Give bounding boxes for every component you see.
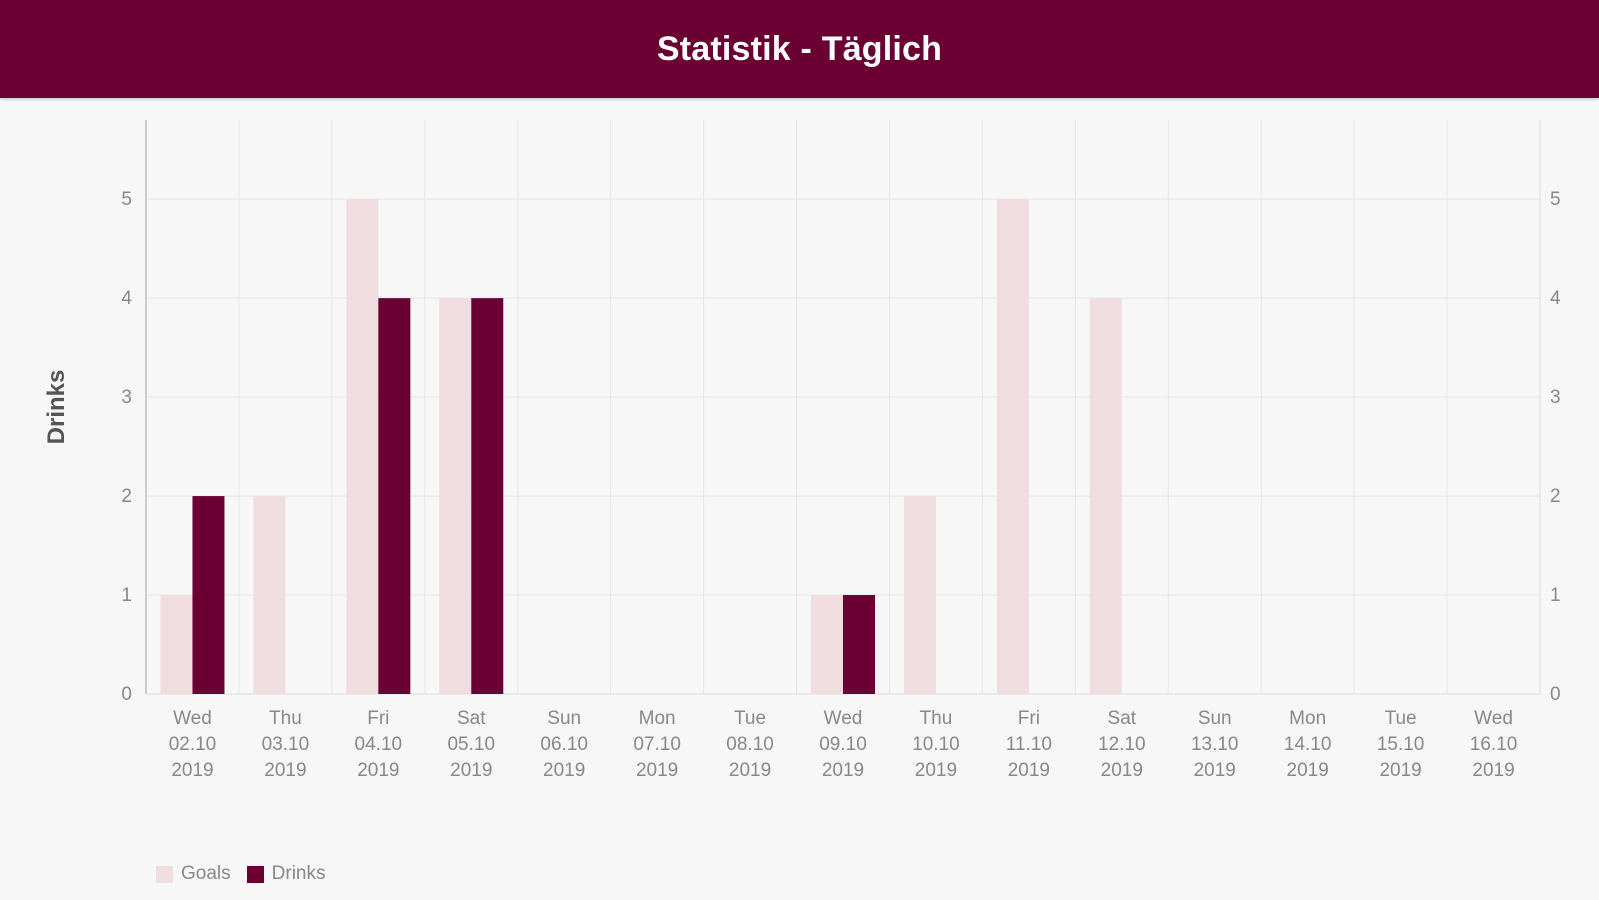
daily-chart: 0 0 1 1 2 2 3 3 4 4 5 5 Drinks Wed 02.10 2019 Thu 03.10 20… (43, 120, 1561, 781)
y-tick-label-right: 2 (1550, 486, 1561, 507)
legend-label-goals: Goals (181, 863, 231, 884)
bar-drinks (192, 496, 225, 694)
bar-goals (811, 595, 843, 694)
x-tick-label: 2019 (822, 760, 864, 781)
legend-swatch-drinks (246, 865, 264, 883)
y-tick-label-left: 1 (121, 585, 132, 606)
x-tick-label: Thu (920, 708, 953, 729)
legend-label-drinks: Drinks (271, 863, 326, 884)
y-tick-label-left: 2 (121, 486, 132, 507)
y-tick-label-right: 3 (1550, 387, 1561, 408)
x-tick-label: Mon (639, 708, 676, 729)
bar-drinks (843, 595, 875, 694)
x-tick-label: 2019 (1008, 760, 1050, 781)
chart-legend: Goals Drinks (156, 862, 325, 886)
x-tick-label: 08.10 (726, 734, 774, 755)
x-tick-label: 2019 (543, 760, 585, 781)
x-tick-label: 15.10 (1377, 734, 1425, 755)
x-tick-label: Sun (1198, 708, 1232, 729)
bar-goals (903, 496, 936, 694)
x-tick-label: 2019 (915, 760, 957, 781)
x-tick-label: 2019 (729, 760, 771, 781)
legend-item-drinks: Drinks (246, 863, 326, 885)
page-title: Statistik - Täglich (656, 29, 943, 68)
x-tick-label: Sun (547, 708, 581, 729)
x-tick-label: 2019 (171, 760, 213, 781)
bar-goals (996, 199, 1029, 694)
x-tick-label: 2019 (1101, 760, 1143, 781)
y-tick-label-right: 1 (1550, 585, 1561, 606)
x-tick-label: 03.10 (262, 734, 310, 755)
app-header: Statistik - Täglich (0, 0, 1599, 98)
y-tick-label-left: 5 (121, 189, 132, 210)
bar-goals (346, 199, 379, 694)
x-tick-label: 09.10 (819, 734, 867, 755)
bar-drinks (471, 298, 504, 694)
bar-goals (439, 298, 472, 694)
x-tick-label: 05.10 (447, 734, 495, 755)
bar-goals (253, 496, 286, 694)
x-tick-label: 04.10 (355, 734, 403, 755)
legend-swatch-goals (156, 865, 173, 883)
x-tick-label: Tue (734, 708, 766, 729)
x-tick-label: 2019 (1287, 760, 1329, 781)
x-tick-label: Wed (173, 708, 212, 729)
x-tick-label: Wed (1474, 708, 1513, 729)
y-tick-label-left: 4 (121, 288, 132, 309)
x-tick-label: Wed (824, 708, 863, 729)
y-tick-label-right: 0 (1550, 684, 1561, 705)
x-tick-label: Sat (457, 708, 486, 729)
x-tick-label: Fri (1018, 708, 1040, 729)
x-tick-label: 12.10 (1098, 734, 1146, 755)
x-tick-label: 2019 (636, 760, 678, 781)
x-tick-label: 07.10 (633, 734, 681, 755)
bar-goals (1089, 298, 1122, 694)
x-tick-label: 2019 (357, 760, 399, 781)
bar-drinks (378, 298, 411, 694)
x-tick-label: 2019 (450, 760, 492, 781)
x-tick-label: Mon (1289, 708, 1326, 729)
x-tick-label: 10.10 (912, 734, 960, 755)
x-tick-label: 14.10 (1284, 734, 1332, 755)
legend-item-goals: Goals (156, 863, 231, 885)
x-tick-label: Tue (1385, 708, 1417, 729)
x-tick-label: Fri (367, 708, 389, 729)
x-tick-label: 11.10 (1006, 734, 1052, 755)
x-tick-label: Sat (1108, 708, 1137, 729)
y-tick-label-right: 4 (1550, 288, 1561, 309)
x-tick-label: 2019 (1379, 760, 1421, 781)
x-tick-label: 2019 (1194, 760, 1236, 781)
y-tick-label-left: 0 (121, 684, 132, 705)
x-tick-label: 2019 (264, 760, 306, 781)
x-tick-label: 2019 (1472, 760, 1514, 781)
x-tick-label: 16.10 (1470, 734, 1518, 755)
bar-goals (160, 595, 193, 694)
y-tick-label-right: 5 (1550, 189, 1561, 210)
x-tick-label: 13.10 (1191, 734, 1239, 755)
x-tick-label: 06.10 (540, 734, 588, 755)
x-tick-label: Thu (269, 708, 302, 729)
y-tick-label-left: 3 (121, 387, 132, 408)
y-axis-title: Drinks (43, 370, 70, 445)
x-tick-label: 02.10 (169, 734, 217, 755)
